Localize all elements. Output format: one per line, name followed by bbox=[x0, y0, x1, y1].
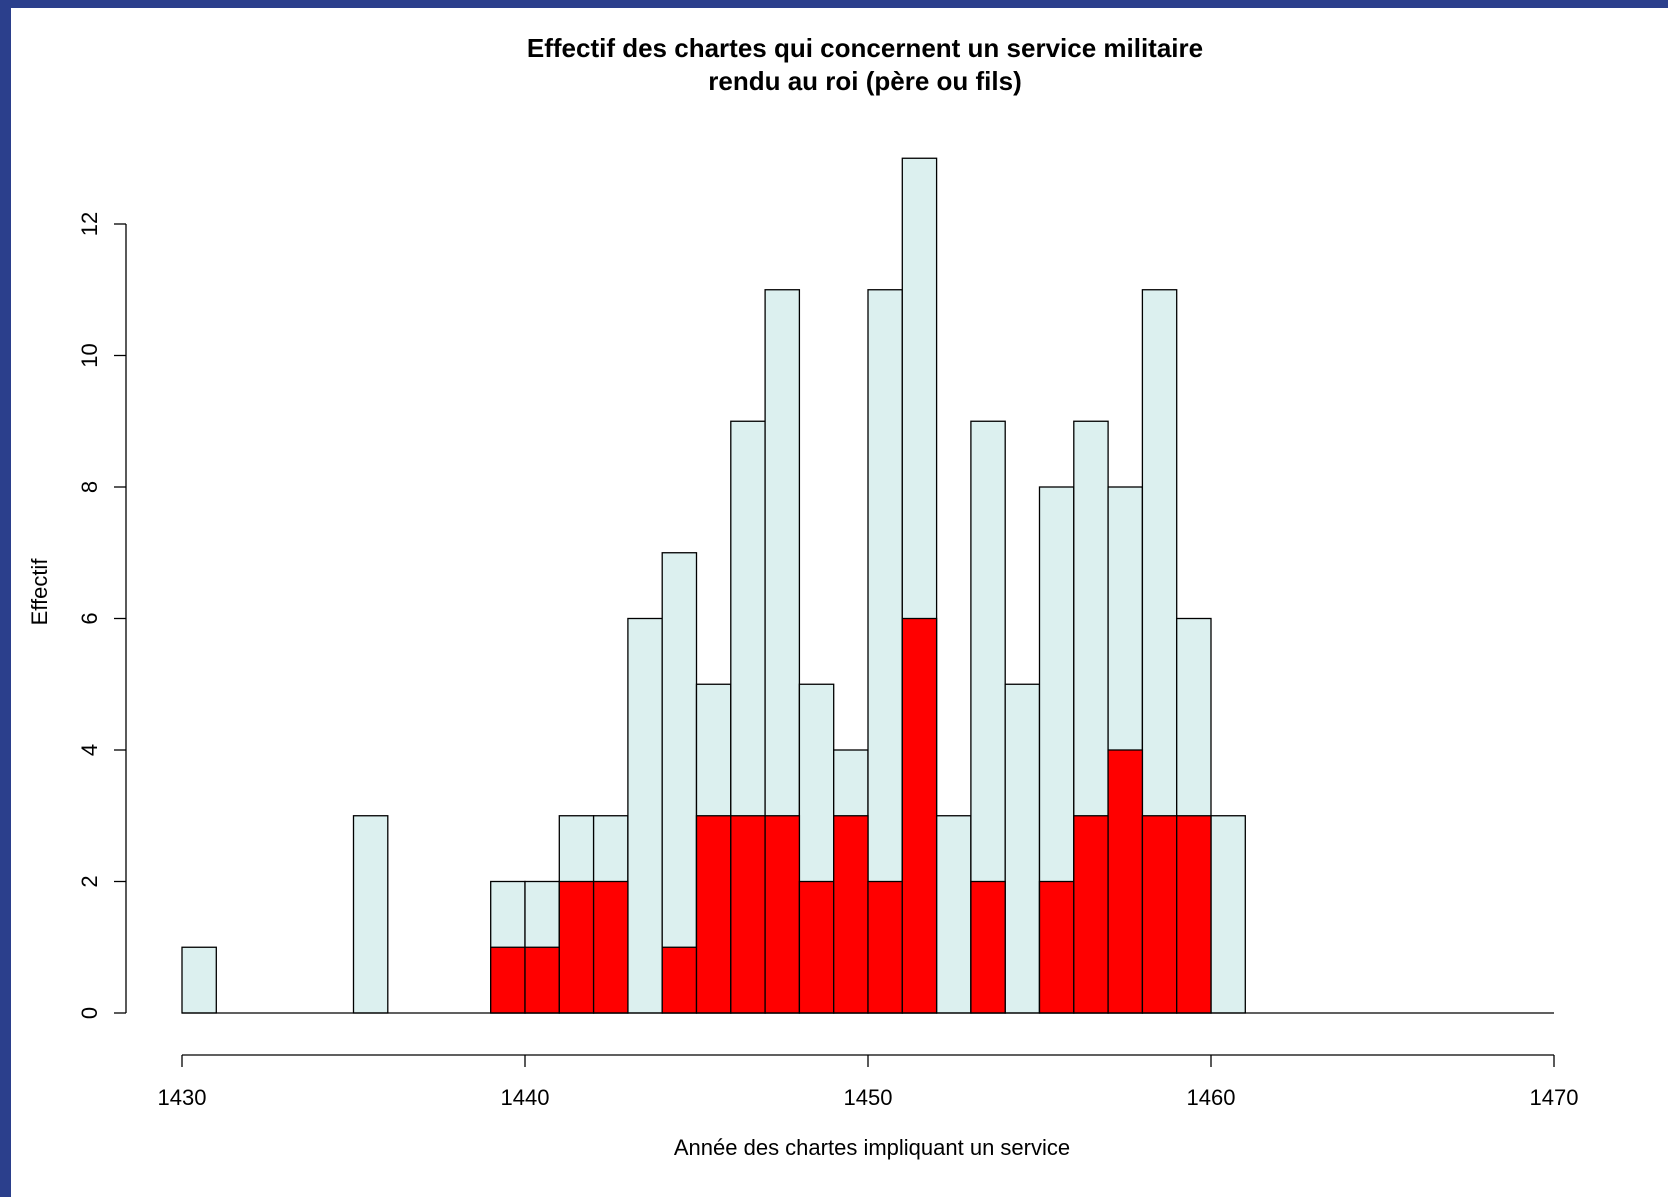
bar-total-1443 bbox=[627, 617, 663, 1014]
bar-total-1444 bbox=[661, 552, 698, 1014]
y-tick-label: 8 bbox=[77, 481, 102, 493]
y-tick-label: 0 bbox=[77, 1007, 102, 1019]
bar-subset-1440 bbox=[524, 946, 560, 1014]
bar-subset-1441 bbox=[558, 880, 595, 1014]
bar-subset-1459 bbox=[1176, 815, 1212, 1014]
bar-subset-1446 bbox=[730, 815, 766, 1014]
y-axis-label: Effectif bbox=[27, 558, 52, 626]
bar-subset-1439 bbox=[490, 946, 526, 1014]
y-tick-label: 6 bbox=[77, 612, 102, 624]
chart-subtitle: rendu au roi (père ou fils) bbox=[708, 66, 1021, 96]
bar-subset-1444 bbox=[661, 946, 698, 1014]
y-tick-label: 4 bbox=[77, 744, 102, 756]
x-axis-label: Année des chartes impliquant un service bbox=[674, 1135, 1070, 1160]
bar-total-1460 bbox=[1210, 815, 1246, 1014]
bar-total-1452 bbox=[935, 815, 972, 1014]
bar-total-1430 bbox=[181, 946, 217, 1014]
bars-subset bbox=[490, 617, 1212, 1014]
bar-subset-1445 bbox=[695, 815, 732, 1014]
x-tick-label: 1440 bbox=[501, 1085, 550, 1110]
bar-subset-1458 bbox=[1141, 815, 1178, 1014]
bar-subset-1447 bbox=[764, 815, 801, 1014]
bar-subset-1448 bbox=[798, 880, 835, 1014]
bar-subset-1456 bbox=[1073, 815, 1109, 1014]
bar-subset-1450 bbox=[867, 880, 903, 1014]
bar-subset-1442 bbox=[592, 880, 629, 1014]
bar-subset-1457 bbox=[1107, 749, 1144, 1014]
y-tick-label: 2 bbox=[77, 875, 102, 887]
y-tick-label: 10 bbox=[77, 343, 102, 367]
bar-subset-1449 bbox=[833, 815, 869, 1014]
x-tick-label: 1430 bbox=[158, 1085, 207, 1110]
x-tick-label: 1460 bbox=[1187, 1085, 1236, 1110]
bar-subset-1453 bbox=[970, 880, 1006, 1014]
chart-frame: Effectif des chartes qui concernent un s… bbox=[11, 8, 1668, 1197]
bar-total-1454 bbox=[1004, 683, 1041, 1014]
x-axis: 1430 1440 1450 1460 1470 bbox=[158, 1054, 1579, 1110]
x-tick-label: 1470 bbox=[1530, 1085, 1579, 1110]
y-axis: 0 2 4 6 8 10 12 bbox=[77, 212, 127, 1019]
bar-subset-1451 bbox=[901, 617, 938, 1014]
bar-total-1435 bbox=[352, 815, 389, 1014]
histogram-chart: Effectif des chartes qui concernent un s… bbox=[27, 33, 1579, 1160]
chart-title: Effectif des chartes qui concernent un s… bbox=[527, 33, 1203, 63]
bar-subset-1455 bbox=[1038, 880, 1075, 1014]
y-tick-label: 12 bbox=[77, 212, 102, 236]
x-tick-label: 1450 bbox=[844, 1085, 893, 1110]
